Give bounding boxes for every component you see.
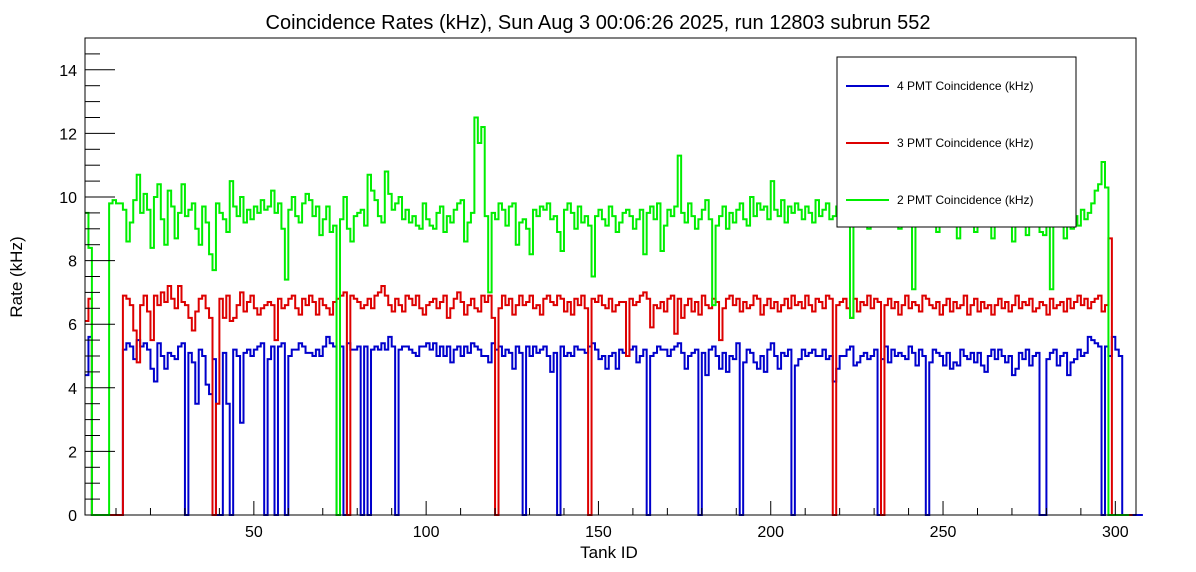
legend: 4 PMT Coincidence (kHz) 3 PMT Coincidence…: [836, 56, 1077, 228]
x-axis-label: Tank ID: [580, 543, 638, 562]
y-tick-label: 12: [59, 126, 77, 143]
x-tick-label: 150: [585, 524, 612, 541]
x-tick-label: 250: [930, 524, 957, 541]
x-tick-label: 300: [1102, 524, 1129, 541]
x-tick-label: 50: [245, 524, 263, 541]
x-tick-label: 200: [757, 524, 784, 541]
y-tick-label: 6: [68, 317, 77, 334]
y-tick-label: 10: [59, 190, 77, 207]
y-tick-label: 4: [68, 381, 77, 398]
y-axis: 0 2 4 6 8 10 12 14: [59, 37, 115, 525]
series-line-1: [85, 335, 1143, 516]
legend-label-3: 2 PMT Coincidence (kHz): [897, 193, 1034, 207]
legend-label-1: 4 PMT Coincidence (kHz): [897, 79, 1034, 93]
series-line-2: [85, 237, 1133, 516]
y-tick-label: 14: [59, 63, 77, 80]
y-tick-label: 2: [68, 444, 77, 461]
legend-label-2: 3 PMT Coincidence (kHz): [897, 136, 1034, 150]
y-tick-label: 8: [68, 254, 77, 271]
x-tick-label: 100: [413, 524, 440, 541]
y-tick-label: 0: [68, 508, 77, 525]
x-axis: 50 100 150 200 250 300: [115, 501, 1129, 541]
y-axis-label: Rate (kHz): [7, 236, 26, 317]
chart-title: Coincidence Rates (kHz), Sun Aug 3 00:06…: [266, 12, 931, 34]
